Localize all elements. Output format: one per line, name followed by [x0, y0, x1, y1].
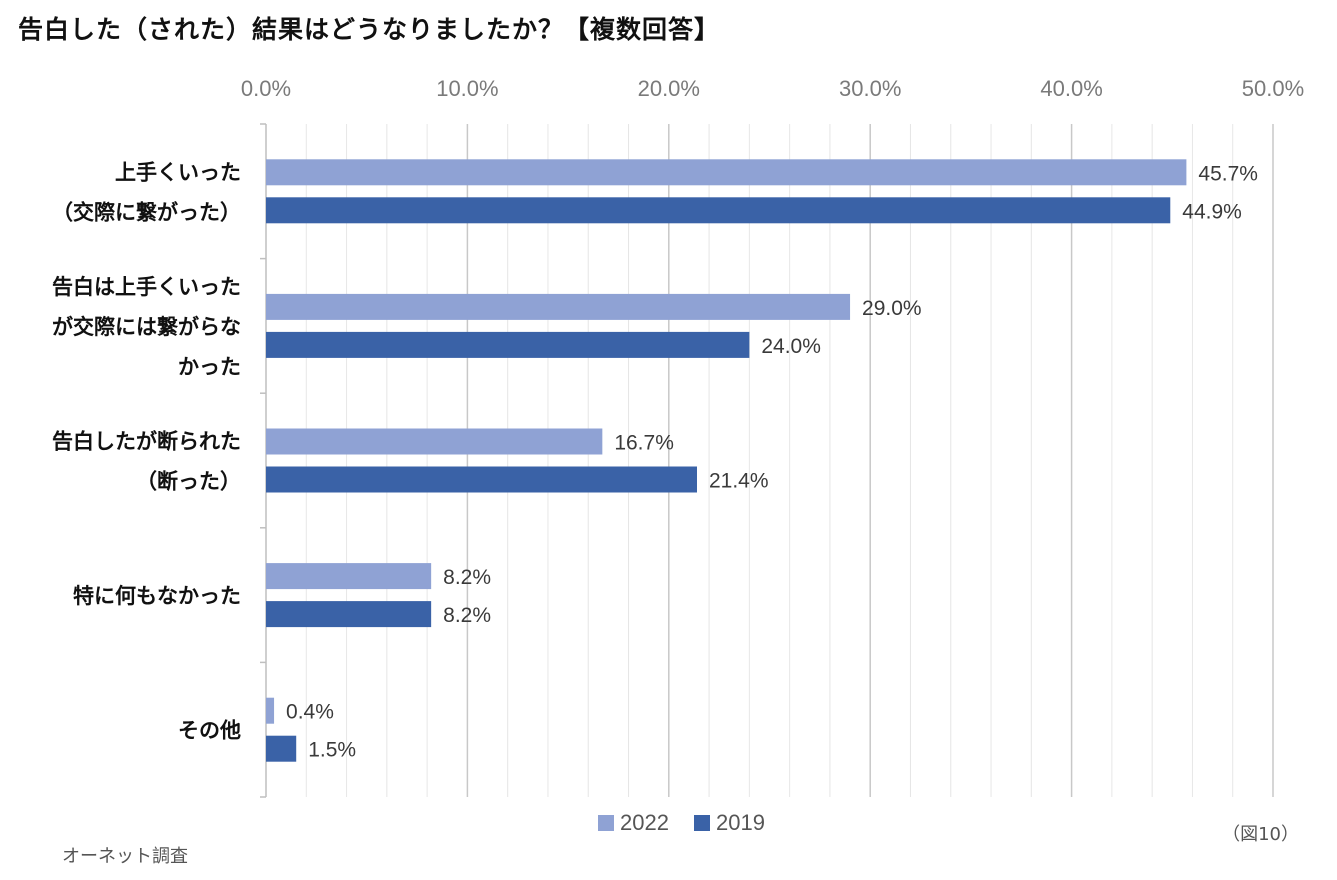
bar-2019-4 [266, 601, 432, 628]
bar-2019-1 [266, 197, 1171, 224]
bar-2022-5 [266, 697, 275, 724]
legend-swatch-2019 [694, 815, 710, 831]
grid-lines [305, 124, 1274, 797]
category-label: 告白は上手くいった [52, 275, 241, 299]
data-label: 44.9% [1182, 200, 1242, 223]
data-label: 45.7% [1198, 162, 1258, 185]
data-label: 8.2% [443, 604, 491, 627]
data-label: 8.2% [443, 566, 491, 589]
data-label: 21.4% [709, 470, 769, 493]
axis: 0.0% 10.0% 20.0% 30.0% 40.0% 50.0% [241, 76, 1304, 798]
category-label: （断った） [136, 470, 241, 494]
x-tick-label: 0.0% [241, 76, 291, 101]
legend-swatch-2022 [598, 815, 614, 831]
chart-title: 告白した（された）結果はどうなりましたか？【複数回答】 [18, 15, 721, 44]
bar-2019-2 [266, 331, 750, 358]
legend-label: 2019 [716, 810, 765, 835]
bars [266, 159, 1187, 762]
x-tick-label: 20.0% [638, 76, 700, 101]
category-label: その他 [178, 719, 241, 743]
bar-2022-1 [266, 159, 1187, 186]
category-label: 上手くいった [115, 160, 241, 184]
data-label: 29.0% [862, 297, 922, 320]
category-label: （交際に繋がった） [52, 200, 241, 224]
data-label: 24.0% [761, 335, 821, 358]
category-label: 特に何もなかった [73, 584, 241, 608]
x-tick-label: 10.0% [436, 76, 498, 101]
category-label: 告白したが断られた [52, 430, 241, 454]
category-label: かった [178, 355, 241, 379]
legend-label: 2022 [620, 810, 669, 835]
data-label: 1.5% [308, 739, 356, 762]
x-tick-label: 30.0% [839, 76, 901, 101]
bar-2022-4 [266, 563, 432, 590]
figure-number: （図10） [1222, 824, 1299, 845]
data-label: 0.4% [286, 701, 334, 724]
category-label: が交際には繋がらな [52, 315, 241, 339]
data-label: 16.7% [614, 432, 674, 455]
data-labels: 45.7% 44.9% 29.0% 24.0% 16.7% 21.4% 8.2% 8.2% 0.… [286, 162, 1258, 761]
bar-2022-2 [266, 293, 851, 320]
bar-2019-3 [266, 466, 697, 493]
source-note: オーネット調査 [62, 846, 188, 867]
x-tick-label: 50.0% [1242, 76, 1304, 101]
bar-2022-3 [266, 428, 603, 455]
bar-2019-5 [266, 735, 297, 762]
legend: 2022 2019 [598, 810, 765, 835]
x-tick-label: 40.0% [1040, 76, 1102, 101]
category-labels: 上手くいった （交際に繋がった） 告白は上手くいったが交際には繋がらなかった告白した… [52, 160, 241, 742]
